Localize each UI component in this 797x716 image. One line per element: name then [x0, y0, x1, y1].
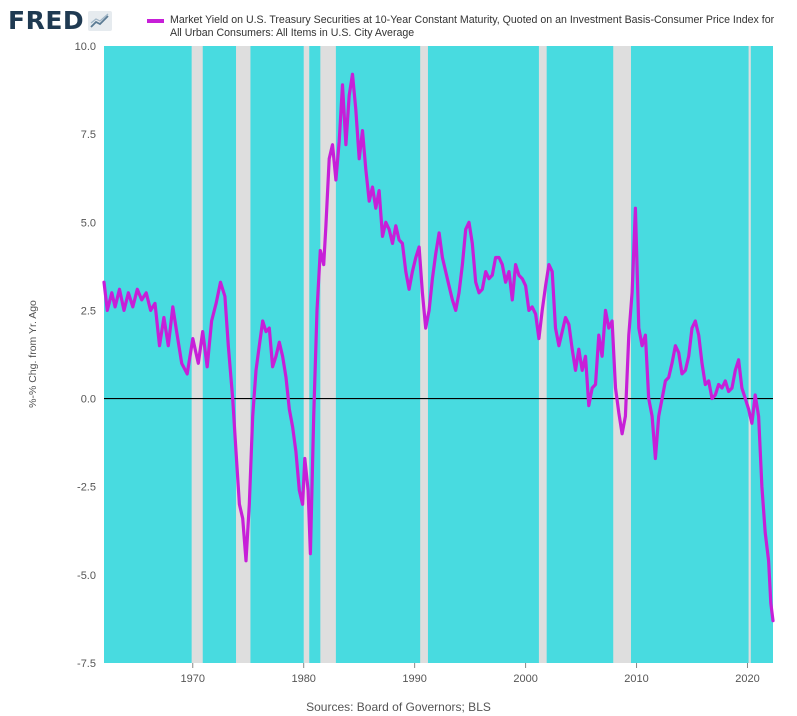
x-tick-label: 1970 [181, 673, 205, 685]
y-axis-ticks: 10.0 7.5 5.0 2.5 0.0 -2.5 -5.0 -7.5 [75, 41, 96, 670]
x-tick-label: 2010 [624, 673, 648, 685]
y-axis-title: %-% Chg. from Yr. Ago [27, 300, 39, 408]
source-note: Sources: Board of Governors; BLS [306, 700, 491, 714]
y-tick-label: 10.0 [75, 41, 96, 53]
y-tick-label: 2.5 [81, 305, 96, 317]
x-axis-ticks: 1970 1980 1990 2000 2010 2020 [181, 663, 760, 685]
recession-band-1 [236, 46, 251, 663]
y-tick-label: 0.0 [81, 394, 96, 406]
recession-band-6 [613, 46, 631, 663]
series-line-0 [102, 72, 775, 623]
recession-band-2 [303, 46, 310, 663]
recession-band-4 [420, 46, 428, 663]
chart-legend: Market Yield on U.S. Treasury Securities… [147, 14, 787, 40]
recession-band-3 [320, 46, 336, 663]
line-chart-icon [88, 10, 113, 31]
x-tick-label: 1980 [291, 673, 315, 685]
recession-band-7 [748, 46, 751, 663]
x-tick-label: 2000 [513, 673, 537, 685]
y-tick-label: -7.5 [77, 658, 96, 670]
fred-logo-text: FRED [8, 6, 85, 35]
legend-label: Market Yield on U.S. Treasury Securities… [170, 14, 775, 39]
plot-background [104, 46, 773, 663]
y-tick-label: 7.5 [81, 129, 96, 141]
recession-band-5 [538, 46, 547, 663]
x-tick-label: 1990 [402, 673, 426, 685]
fred-logo[interactable]: FRED [8, 6, 113, 35]
series-layer [102, 72, 775, 623]
y-tick-label: -2.5 [77, 482, 96, 494]
x-tick-label: 2020 [735, 673, 759, 685]
y-tick-label: 5.0 [81, 217, 96, 229]
y-tick-label: -5.0 [77, 570, 96, 582]
legend-swatch [147, 19, 164, 23]
